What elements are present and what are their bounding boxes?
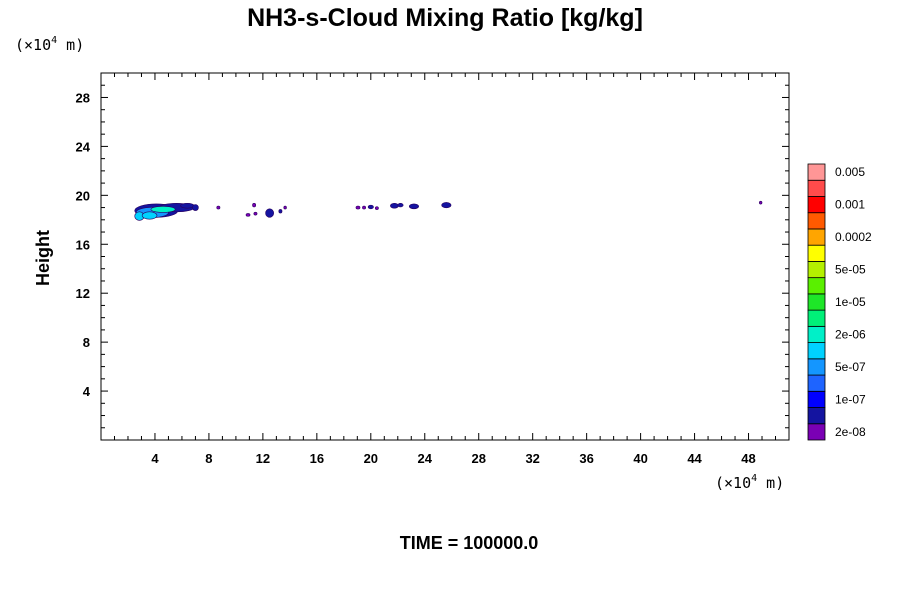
cloud-contour-8 [216,205,221,210]
x-tick-label: 8 [205,451,212,466]
cloud-contour-11 [252,202,257,208]
x-tick-label: 48 [741,451,755,466]
cloud-contour-14 [283,205,287,210]
cloud-contour-7 [192,204,199,211]
colorbar-swatch [807,293,826,311]
y-tick-label: 8 [83,335,90,350]
cloud-contour-16 [362,205,366,210]
y-tick-label: 28 [76,90,90,105]
y-axis-unit: (×104 m) [15,35,84,54]
y-tick-label: 12 [76,286,90,301]
cloud-contour-5 [141,211,158,220]
x-tick-label: 36 [579,451,593,466]
colorbar-label: 0.005 [835,165,865,179]
plot-frame [100,72,790,441]
colorbar-swatch [807,423,826,441]
cloud-contour-3 [150,206,176,213]
y-axis-label: Height [33,230,53,286]
colorbar-label: 5e-05 [835,263,866,277]
cloud-contour-15 [355,205,361,210]
x-tick-label: 20 [364,451,378,466]
y-tick-label: 24 [76,139,91,154]
x-tick-label: 12 [256,451,270,466]
cloud-contour-12 [265,208,274,218]
colorbar-swatch [807,261,826,279]
x-tick-label: 4 [151,451,159,466]
colorbar-swatch [807,212,826,230]
cloud-contour-21 [408,203,419,210]
time-label: TIME = 100000.0 [400,533,539,553]
cloud-contour-22 [441,202,452,209]
colorbar-swatch [807,342,826,360]
colorbar-label: 0.001 [835,198,865,212]
plot-area [134,200,763,221]
colorbar-swatch [807,309,826,327]
colorbar-swatch [807,407,826,425]
cloud-contour-23 [759,200,763,205]
colorbar-label: 1e-05 [835,295,866,309]
colorbar-label: 5e-07 [835,360,866,374]
colorbar-label: 2e-08 [835,425,866,439]
colorbar-swatch [807,390,826,408]
colorbar-label: 1e-07 [835,392,866,406]
colorbar-swatch [807,277,826,295]
x-tick-label: 40 [633,451,647,466]
x-tick-label: 32 [525,451,539,466]
cloud-contour-10 [253,211,258,216]
colorbar-swatch [807,196,826,214]
x-tick-label: 24 [418,451,433,466]
colorbar-swatch [807,325,826,343]
colorbar-swatch [807,244,826,262]
colorbar-swatch [807,228,826,246]
colorbar-label: 2e-06 [835,327,866,341]
y-tick-label: 16 [76,237,90,252]
cloud-contour-18 [374,206,379,210]
cloud-contour-19 [390,202,399,209]
cloud-contour-13 [278,209,283,214]
y-tick-label: 20 [76,188,90,203]
y-tick-label: 4 [83,384,91,399]
chart-title: NH3-s-Cloud Mixing Ratio [kg/kg] [247,4,643,32]
colorbar-swatch [807,358,826,376]
x-tick-label: 44 [687,451,702,466]
colorbar: 2e-08 1e-07 5e-07 2e-06 1e-05 5e-05 0.0002 0.00… [807,163,872,441]
x-tick-label: 16 [310,451,324,466]
colorbar-swatch [807,163,826,181]
x-axis-unit: (×104 m) [715,473,784,492]
colorbar-swatch [807,374,826,392]
colorbar-swatch [807,179,826,197]
colorbar-label: 0.0002 [835,230,872,244]
x-tick-label: 28 [471,451,485,466]
cloud-contour-6 [180,202,195,209]
cloud-contour-17 [367,204,374,210]
cloud-contour-9 [245,213,251,217]
cloud-contour-20 [397,202,404,208]
